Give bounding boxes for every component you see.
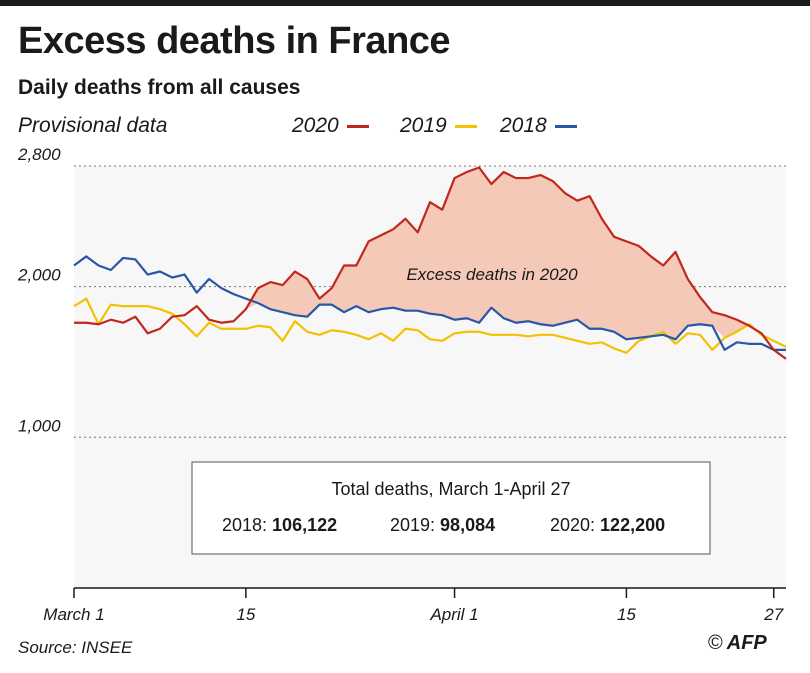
x-tick-label: 15 [617,605,636,624]
legend-swatch-2019 [454,124,477,128]
legend-label-2020: 2020 [292,114,339,137]
legend-label-2019: 2019 [400,114,447,137]
legend-swatch-2020 [346,124,369,128]
total-2020: 2020: 122,200 [550,515,665,535]
y-tick-label: 1,000 [18,416,61,435]
total-2019-label: 2019: [390,515,435,535]
total-2020-label: 2020: [550,515,595,535]
legend-swatch-2018 [554,124,577,128]
afp-credit: © AFP [708,632,767,655]
x-tick-label: 27 [763,605,783,624]
totals-title: Total deaths, March 1-April 27 [331,479,570,499]
total-2020-value: 122,200 [600,515,665,535]
x-tick-label: March 1 [43,605,104,624]
x-axis-ticks: March 1 15 April 1 15 27 [43,588,784,624]
total-2018: 2018: 106,122 [222,515,337,535]
y-tick-label: 2,000 [17,266,61,285]
legend-2018: 2018 [500,114,577,138]
x-tick-label: April 1 [429,605,478,624]
series-line-2020 [74,166,787,360]
series-lines [73,166,787,360]
legend-label-2018: 2018 [500,114,547,137]
series-line-2018 [73,255,786,351]
source-note: Source: INSEE [18,638,133,657]
legend-2020: 2020 [292,114,369,138]
totals-box [191,461,711,555]
total-2018-value: 106,122 [272,515,337,535]
legend-2019: 2019 [400,114,477,138]
x-tick-label: 15 [236,605,255,624]
total-2018-label: 2018: [222,515,267,535]
y-tick-label: 2,800 [17,145,61,164]
afp-logo: AFP [726,632,767,654]
total-2019: 2019: 98,084 [390,515,495,535]
copyright-symbol: © [708,632,723,654]
chart-title: Excess deaths in France [18,20,451,62]
top-rule [0,0,810,6]
total-2019-value: 98,084 [440,515,495,535]
provisional-note: Provisional data [18,114,168,137]
chart-subtitle: Daily deaths from all causes [18,76,301,99]
excess-annotation: Excess deaths in 2020 [406,265,578,284]
excess-area [74,167,786,359]
